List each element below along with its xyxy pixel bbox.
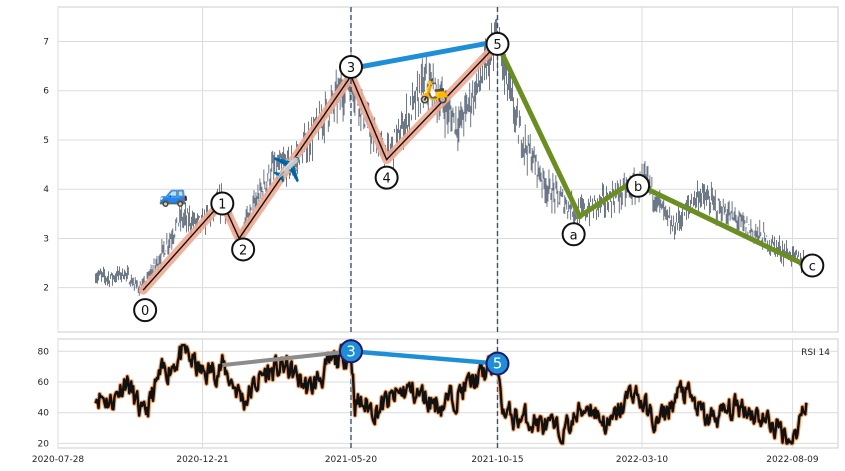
wave-label-5: 5 [493, 38, 501, 53]
wave-label-1: 1 [218, 198, 226, 213]
impulse-wave-line [142, 43, 498, 291]
wave-label-circle [800, 253, 825, 278]
price-y-tick-label: 6 [43, 87, 49, 97]
rsi-line [94, 343, 808, 445]
wave-label-b: b [634, 180, 642, 195]
emoji-marker-icon: ✈️ [272, 155, 302, 184]
wave-label-a: a [570, 228, 578, 243]
wave-label-circle [231, 237, 256, 262]
x-tick-label: 2020-12-21 [176, 455, 228, 465]
wave-label-circle [210, 191, 235, 216]
rsi-grey-trend-line [222, 349, 352, 368]
shared-date-axis: 2020-07-28 2020-12-21 2021-05-20 2021-10-15… [32, 455, 819, 465]
corrective-wave-point [576, 213, 583, 220]
rsi-y-tick-label: 20 [38, 439, 50, 449]
rsi-y-tick-label: 80 [38, 347, 50, 357]
rsi-wave-badge-label: 3 [346, 342, 356, 360]
price-axes-frame [57, 6, 839, 333]
rsi-y-tick-label: 60 [38, 378, 50, 388]
wave-label-0: 0 [141, 304, 149, 319]
wave-label-3: 3 [347, 61, 355, 76]
corrective-wave-line [495, 42, 808, 268]
rsi-legend-label: RSI 14 [801, 348, 830, 358]
x-tick-label: 2021-05-20 [325, 455, 378, 465]
x-tick-label: 2022-08-09 [766, 455, 819, 465]
price-y-tick-label: 4 [43, 185, 49, 195]
wave-label-circle [485, 31, 510, 56]
x-tick-label: 2021-10-15 [471, 455, 523, 465]
emoji-marker-icon: 🚙 [159, 180, 189, 208]
wave-label-circle [626, 173, 651, 198]
price-divergence-line [348, 38, 500, 72]
wave-label-4: 4 [382, 172, 390, 187]
rsi-wave-badge [338, 339, 363, 364]
wave-label-circle [338, 54, 363, 79]
wave-label-circle [374, 165, 399, 190]
rsi-y-tick-label: 40 [38, 409, 50, 419]
price-y-tick-label: 3 [43, 234, 49, 244]
emoji-marker-icon: 🛵 [419, 77, 449, 105]
wave-label-circle [561, 222, 586, 247]
rsi-wave-badge-label: 5 [493, 355, 503, 373]
rsi-panel: 20 40 60 80 3 5 RSI 14 [38, 338, 839, 449]
wave-label-2: 2 [239, 243, 247, 258]
x-tick-label: 2020-07-28 [32, 455, 85, 465]
rsi-wave-badge [485, 351, 510, 376]
x-tick-label: 2022-03-10 [616, 455, 669, 465]
price-y-tick-label: 2 [43, 284, 49, 294]
price-y-tick-label: 7 [43, 37, 49, 47]
wave-label-c: c [809, 260, 816, 275]
rsi-divergence-line [350, 349, 498, 366]
wave-label-circle [133, 298, 158, 323]
price-panel: 2 3 4 5 6 7 0 1 2 3 4 5 a b c 🚙 ✈️ 🛵 [43, 6, 839, 333]
price-y-tick-label: 5 [43, 136, 49, 146]
